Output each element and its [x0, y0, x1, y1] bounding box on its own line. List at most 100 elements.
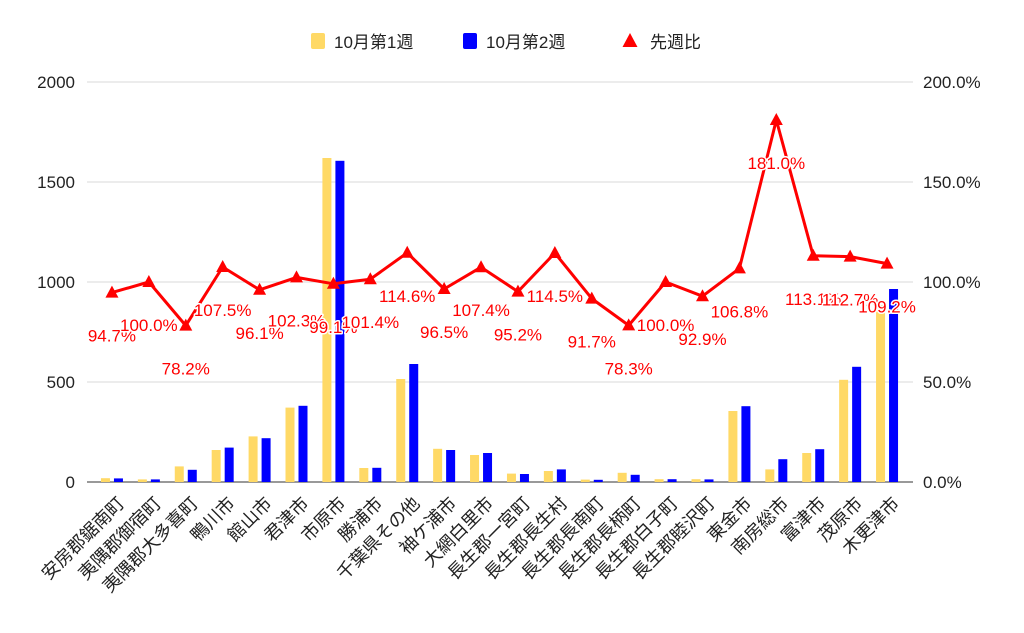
ratio-marker-triangle-icon-21 — [880, 256, 894, 269]
ratio-marker-triangle-icon-19 — [806, 248, 820, 261]
ratio-data-label-7: 101.4% — [341, 313, 399, 332]
ratio-marker-triangle-icon-5 — [290, 270, 303, 283]
ratio-line-series — [105, 113, 894, 331]
ratio-data-label-17: 106.8% — [711, 302, 769, 321]
ratio-marker-triangle-icon-14 — [622, 318, 636, 331]
bar-series1-0 — [113, 478, 123, 482]
bar-series1-9 — [446, 450, 456, 482]
ratio-marker-triangle-icon-2 — [179, 318, 193, 331]
y-tick-label-0: 0 — [66, 473, 75, 492]
ratio-marker-triangle-icon-16 — [696, 289, 709, 302]
bar-series1-16 — [704, 479, 714, 482]
ratio-marker-triangle-icon-15 — [659, 275, 673, 287]
ratio-marker-triangle-icon-20 — [843, 249, 857, 262]
y2-tick-label-0: 0.0% — [923, 473, 962, 492]
ratio-data-label-18: 181.0% — [747, 154, 805, 173]
legend-label-ratio: 先週比 — [650, 33, 701, 52]
y2-tick-label-3: 150.0% — [923, 173, 981, 192]
bar-series0-8 — [396, 379, 406, 482]
ratio-data-label-11: 95.2% — [494, 326, 542, 345]
legend-label-week1: 10月第1週 — [334, 33, 413, 52]
bar-series1-6 — [335, 160, 345, 483]
legend-item-week2: 10月第2週 — [463, 33, 565, 52]
ratio-marker-triangle-icon-6 — [326, 276, 340, 289]
bar-series — [100, 158, 899, 483]
ratio-data-label-3: 107.5% — [194, 301, 252, 320]
ratio-data-labels: 94.7%100.0%78.2%107.5%96.1%102.3%99.1%10… — [86, 153, 917, 381]
bar-series1-2 — [187, 469, 197, 482]
ratio-data-label-2: 78.2% — [162, 360, 210, 379]
ratio-data-label-6: 99.1% — [309, 318, 357, 337]
ratio-data-label-16: 92.9% — [678, 330, 726, 349]
ratio-marker-triangle-icon-11 — [511, 284, 525, 297]
ratio-marker-triangle-icon-9 — [437, 282, 451, 294]
bar-series0-0 — [100, 478, 110, 482]
legend-item-ratio: 先週比 — [622, 33, 701, 52]
right-y-axis: 0.0% 50.0% 100.0% 150.0% 200.0% — [923, 73, 981, 492]
bar-series0-21 — [876, 305, 886, 482]
ratio-data-label-10: 107.4% — [452, 301, 510, 320]
bar-series1-12 — [556, 469, 566, 482]
ratio-data-label-8: 114.6% — [379, 287, 435, 306]
bar-series1-13 — [593, 479, 603, 482]
ratio-marker-triangle-icon-1 — [142, 275, 156, 287]
bar-series0-19 — [802, 453, 812, 482]
ratio-marker-triangle-icon-3 — [216, 260, 230, 272]
left-y-axis: 0 500 1000 1500 2000 — [37, 73, 75, 492]
bar-series1-4 — [261, 438, 271, 482]
y2-tick-label-2: 100.0% — [923, 273, 981, 292]
bar-series0-9 — [433, 448, 443, 482]
ratio-marker-triangle-icon-7 — [363, 272, 377, 285]
bar-series0-5 — [285, 407, 295, 482]
bar-series0-13 — [580, 479, 590, 482]
legend-label-week2: 10月第2週 — [486, 33, 565, 52]
bar-series1-5 — [298, 405, 308, 482]
ratio-data-label-12: 114.5% — [527, 287, 583, 306]
bar-series1-18 — [778, 459, 788, 482]
legend-swatch-week1 — [311, 33, 325, 49]
ratio-data-label-1: 100.0% — [120, 316, 178, 335]
bar-series0-14 — [617, 472, 627, 482]
ratio-data-label-14: 78.3% — [605, 359, 653, 378]
bar-series0-1 — [137, 479, 147, 482]
ratio-marker-triangle-icon-12 — [548, 246, 562, 258]
bar-series0-18 — [765, 469, 775, 482]
bar-series1-17 — [741, 406, 751, 482]
ratio-data-label-0: 94.7% — [88, 327, 136, 346]
bar-series0-4 — [248, 436, 258, 482]
bar-series0-15 — [654, 479, 664, 482]
bar-series0-16 — [691, 479, 701, 482]
bar-series1-21 — [889, 289, 899, 482]
ratio-marker-triangle-icon-10 — [474, 260, 488, 273]
bar-series1-20 — [852, 366, 862, 482]
ratio-marker-triangle-icon-0 — [105, 285, 119, 298]
bar-series0-12 — [543, 471, 553, 482]
bar-series1-3 — [224, 447, 234, 482]
ratio-data-label-15: 100.0% — [637, 316, 695, 335]
y-tick-label-1: 500 — [47, 373, 75, 392]
ratio-marker-triangle-icon-4 — [253, 282, 267, 295]
gridlines — [87, 81, 913, 483]
bar-series1-7 — [372, 467, 382, 482]
bar-series0-10 — [470, 455, 480, 482]
ratio-data-label-21: 109.2% — [858, 298, 916, 317]
bar-series0-7 — [359, 468, 369, 482]
bar-series0-11 — [506, 473, 516, 482]
bar-series1-14 — [630, 474, 640, 482]
bar-series1-10 — [483, 453, 493, 482]
y-tick-label-4: 2000 — [37, 73, 75, 92]
bar-series0-20 — [839, 379, 849, 482]
ratio-data-label-13: 91.7% — [568, 333, 616, 352]
bar-series0-6 — [322, 158, 332, 482]
bar-series1-11 — [519, 474, 529, 482]
y-tick-label-2: 1000 — [37, 273, 75, 292]
ratio-data-label-4: 96.1% — [235, 324, 283, 343]
ratio-data-label-19: 113.1% — [785, 290, 841, 309]
bar-series1-8 — [409, 364, 419, 482]
bar-series1-19 — [815, 449, 825, 482]
y2-tick-label-1: 50.0% — [923, 373, 971, 392]
ratio-marker-triangle-icon-18 — [769, 113, 783, 125]
legend: 10月第1週 10月第2週 先週比 — [311, 33, 701, 52]
ratio-marker-triangle-icon-8 — [400, 245, 414, 258]
